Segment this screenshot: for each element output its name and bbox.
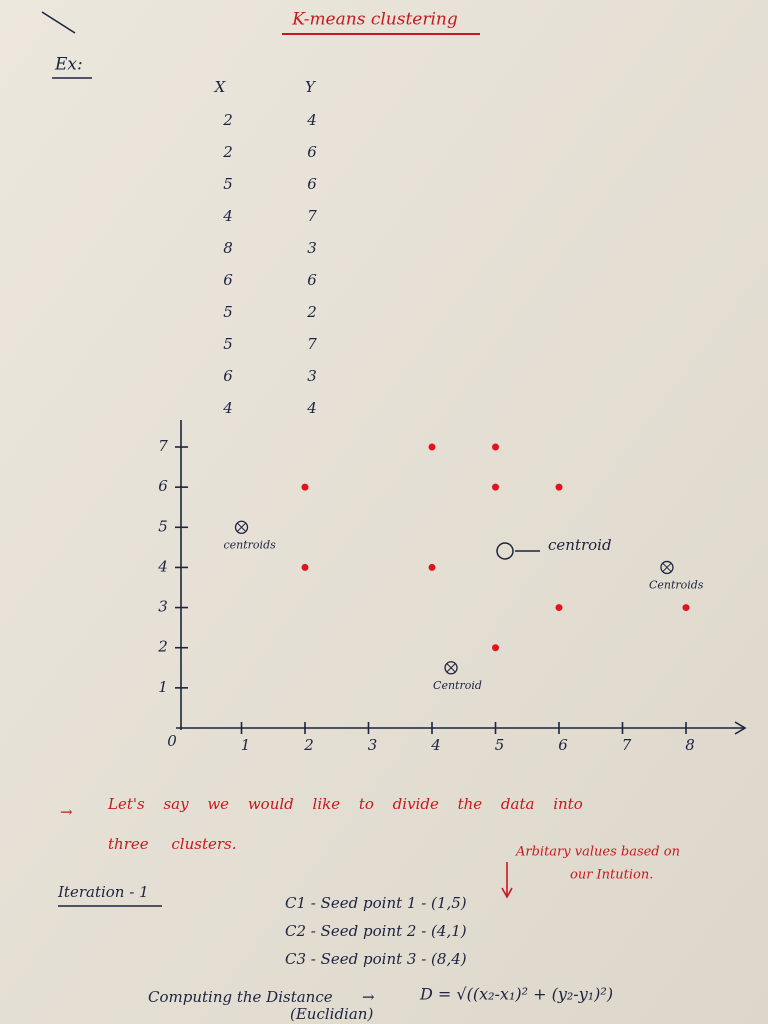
distance-arrow: → <box>362 988 375 1006</box>
centroid <box>660 560 674 575</box>
table-cell: 6 <box>307 143 317 161</box>
x-tick-label: 1 <box>241 736 251 754</box>
y-tick-label: 1 <box>158 678 168 696</box>
distance-label: Computing the Distance <box>148 988 333 1006</box>
table-cell: 4 <box>306 399 317 417</box>
data-point <box>492 483 499 491</box>
arbitrary-note: Arbitary values based on <box>515 845 680 860</box>
table-header: X <box>214 78 227 96</box>
data-point <box>555 483 563 491</box>
centroid <box>444 661 458 675</box>
y-tick-label: 6 <box>158 477 168 495</box>
title: K-means clustering <box>291 10 458 30</box>
table-cell: 4 <box>222 207 233 225</box>
arbitrary-arrow-head <box>501 887 513 899</box>
data-point <box>492 443 499 451</box>
centroid-label: Centroid <box>433 679 482 692</box>
table-cell: 6 <box>307 271 317 289</box>
table-cell: 6 <box>223 367 233 385</box>
table-cell: 7 <box>307 207 317 225</box>
x-tick-label: 7 <box>622 736 632 754</box>
table-cell: 6 <box>223 271 233 289</box>
legend-symbol <box>496 542 514 560</box>
legend-label: centroid <box>548 536 612 554</box>
y-tick-label: 7 <box>158 437 168 455</box>
origin-label: 0 <box>167 732 177 750</box>
formula: D = √((x₂-x₁)² + (y₂-y₁)²) <box>419 985 613 1004</box>
seed-line: C3 - Seed point 3 - (8,4) <box>285 950 467 968</box>
seed-line: C1 - Seed point 1 - (1,5) <box>285 894 467 912</box>
x-tick-label: 4 <box>430 736 441 754</box>
y-tick-label: 4 <box>157 557 168 575</box>
table-cell: 5 <box>223 175 233 193</box>
data-point <box>428 563 436 571</box>
centroid-cross <box>237 522 246 532</box>
table-cell: 5 <box>223 335 233 353</box>
note-arrow: → <box>60 803 73 821</box>
data-point <box>301 563 309 571</box>
centroid-label: Centroids <box>649 578 704 591</box>
table-cell: 6 <box>307 175 317 193</box>
table-header: Y <box>305 78 317 96</box>
table-cell: 2 <box>222 111 233 129</box>
table-cell: 8 <box>223 239 233 257</box>
table-cell: 2 <box>306 303 317 321</box>
x-tick-label: 6 <box>558 736 568 754</box>
data-point <box>682 604 690 612</box>
iteration-label: Iteration - 1 <box>57 883 149 901</box>
intro-text: three clusters. <box>108 835 236 853</box>
x-tick-label: 2 <box>303 736 314 754</box>
table-cell: 3 <box>307 367 317 385</box>
x-tick-label: 5 <box>495 736 505 754</box>
centroid-label: centroids <box>224 538 277 551</box>
table-cell: 4 <box>306 111 317 129</box>
y-tick-label: 5 <box>158 517 168 535</box>
data-point <box>555 604 563 612</box>
x-tick-label: 3 <box>368 736 378 754</box>
y-tick-label: 2 <box>157 638 168 656</box>
data-point <box>301 483 309 491</box>
table-cell: 3 <box>307 239 317 257</box>
x-tick-label: 8 <box>685 736 695 754</box>
centroid-cross <box>662 563 672 572</box>
pen-mark <box>41 11 76 34</box>
table-cell: 2 <box>222 143 233 161</box>
table-cell: 4 <box>222 399 233 417</box>
table-cell: 7 <box>307 335 317 353</box>
intro-text: Let's say we would like to divide the da… <box>107 795 583 813</box>
centroid-cross <box>446 663 456 673</box>
seed-line: C2 - Seed point 2 - (4,1) <box>285 922 467 940</box>
centroid <box>234 520 249 534</box>
example-label: Ex: <box>54 55 83 75</box>
x-axis-arrow <box>734 721 747 735</box>
distance-note: (Euclidian) <box>290 1005 373 1023</box>
arbitrary-note: our Intution. <box>570 868 653 883</box>
data-point <box>428 443 436 451</box>
table-cell: 5 <box>223 303 233 321</box>
y-tick-label: 3 <box>158 598 168 616</box>
data-point <box>492 644 499 652</box>
